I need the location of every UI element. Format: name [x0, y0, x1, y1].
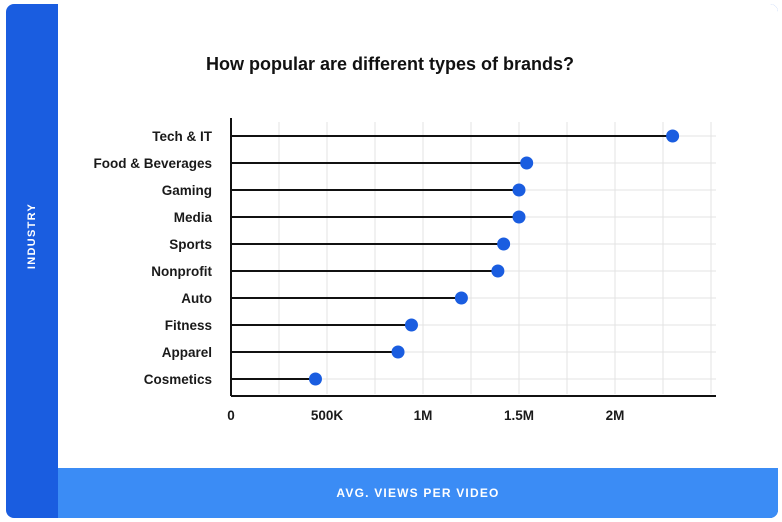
- category-label: Fitness: [165, 318, 212, 333]
- lollipop-dot: [491, 264, 505, 278]
- chart-panel: [58, 4, 778, 468]
- category-label: Tech & IT: [152, 129, 213, 144]
- category-label: Cosmetics: [144, 372, 212, 387]
- x-axis-label: AVG. VIEWS PER VIDEO: [336, 486, 500, 500]
- x-tick-label: 500K: [311, 408, 344, 423]
- lollipop-dot: [520, 156, 534, 170]
- x-tick-label: 1.5M: [504, 408, 534, 423]
- category-label: Auto: [181, 291, 212, 306]
- lollipop-dot: [666, 129, 680, 143]
- chart-frame: INDUSTRY AVG. VIEWS PER VIDEO: [6, 4, 778, 518]
- lollipop-dot: [391, 345, 405, 359]
- lollipop-dot: [308, 372, 322, 386]
- x-tick-label: 2M: [606, 408, 625, 423]
- x-tick-label: 0: [227, 408, 235, 423]
- x-tick-label: 1M: [414, 408, 433, 423]
- category-label: Sports: [169, 237, 212, 252]
- category-label: Gaming: [162, 183, 212, 198]
- x-axis-band: AVG. VIEWS PER VIDEO: [58, 468, 778, 518]
- lollipop-dot: [404, 318, 418, 332]
- category-label: Nonprofit: [151, 264, 212, 279]
- lollipop-dot: [497, 237, 511, 251]
- category-label: Food & Beverages: [93, 156, 212, 171]
- category-label: Media: [174, 210, 213, 225]
- lollipop-dot: [512, 183, 526, 197]
- lollipop-dot: [454, 291, 468, 305]
- chart-title: How popular are different types of brand…: [205, 54, 575, 74]
- lollipop-dot: [512, 210, 526, 224]
- category-label: Apparel: [162, 345, 212, 360]
